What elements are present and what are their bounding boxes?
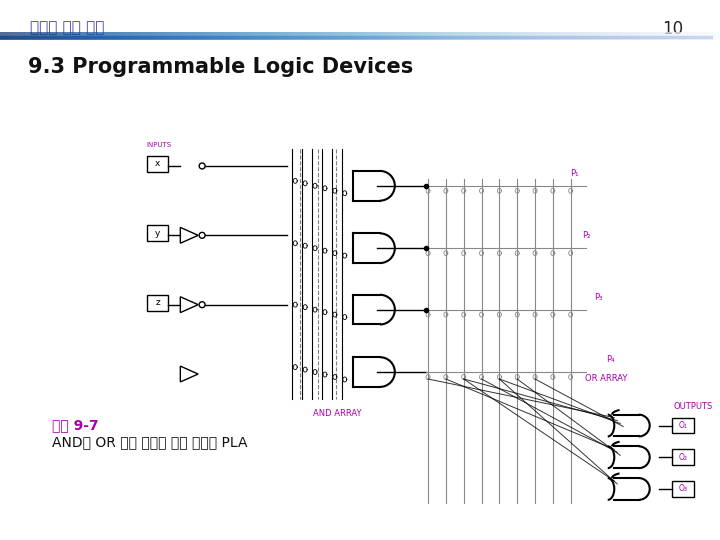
Circle shape bbox=[199, 163, 205, 169]
Text: INPUTS: INPUTS bbox=[147, 142, 172, 148]
Bar bbox=[672, 481, 693, 497]
Text: P₂: P₂ bbox=[582, 231, 590, 240]
Bar bbox=[672, 449, 693, 465]
Bar bbox=[672, 417, 693, 434]
Text: 그림 9-7: 그림 9-7 bbox=[52, 418, 98, 433]
Text: 10: 10 bbox=[662, 21, 683, 38]
Text: x: x bbox=[155, 159, 161, 168]
Polygon shape bbox=[180, 366, 198, 382]
Text: AND와 OR 상호 연결로 구성 가능한 PLA: AND와 OR 상호 연결로 구성 가능한 PLA bbox=[52, 435, 247, 449]
Circle shape bbox=[199, 302, 205, 308]
Bar bbox=[147, 225, 168, 241]
Text: y: y bbox=[155, 229, 161, 238]
Text: P₃: P₃ bbox=[594, 293, 603, 302]
Circle shape bbox=[199, 232, 205, 238]
Bar bbox=[147, 295, 168, 310]
Text: P₄: P₄ bbox=[606, 355, 615, 364]
Text: P₁: P₁ bbox=[570, 169, 579, 178]
Text: z: z bbox=[155, 298, 160, 307]
Text: O₂: O₂ bbox=[678, 453, 687, 462]
Bar bbox=[147, 156, 168, 172]
Polygon shape bbox=[180, 227, 198, 243]
Text: AND ARRAY: AND ARRAY bbox=[312, 409, 361, 418]
Text: OR ARRAY: OR ARRAY bbox=[585, 374, 627, 383]
Text: OUTPUTS: OUTPUTS bbox=[674, 402, 713, 411]
Text: O₁: O₁ bbox=[678, 421, 687, 430]
Polygon shape bbox=[180, 297, 198, 313]
Text: 디지털 논리 회로: 디지털 논리 회로 bbox=[30, 21, 104, 35]
Text: O₃: O₃ bbox=[678, 484, 687, 494]
Text: 9.3 Programmable Logic Devices: 9.3 Programmable Logic Devices bbox=[28, 57, 413, 77]
